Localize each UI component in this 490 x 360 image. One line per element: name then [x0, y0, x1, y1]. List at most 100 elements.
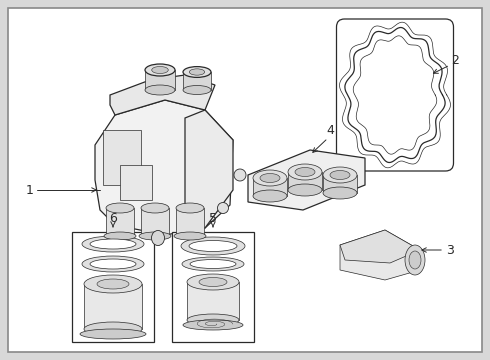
- Polygon shape: [110, 75, 215, 115]
- Point: [138, 309, 146, 315]
- Point: [116, 15, 123, 21]
- Point: [62, 54, 70, 59]
- Point: [430, 261, 438, 267]
- Point: [72, 73, 79, 78]
- Point: [67, 265, 75, 271]
- Point: [27, 305, 35, 310]
- Point: [188, 141, 196, 147]
- Point: [322, 309, 330, 315]
- FancyBboxPatch shape: [183, 72, 211, 90]
- Point: [347, 283, 355, 289]
- Point: [51, 93, 59, 99]
- Point: [348, 174, 356, 180]
- Point: [182, 266, 190, 272]
- Point: [80, 179, 88, 184]
- Point: [85, 166, 93, 172]
- Point: [268, 283, 275, 289]
- Point: [434, 229, 441, 234]
- Point: [383, 310, 391, 316]
- Point: [402, 321, 410, 327]
- Point: [86, 108, 94, 113]
- Point: [24, 19, 31, 25]
- Point: [77, 292, 85, 298]
- Point: [444, 19, 452, 25]
- Point: [237, 295, 245, 301]
- Point: [296, 323, 304, 329]
- Point: [386, 63, 394, 68]
- Point: [469, 162, 477, 168]
- Point: [406, 121, 414, 126]
- Ellipse shape: [295, 167, 315, 176]
- Point: [384, 330, 392, 336]
- Point: [384, 177, 392, 183]
- Point: [23, 307, 31, 313]
- Point: [134, 45, 142, 50]
- Point: [66, 180, 74, 185]
- Point: [147, 311, 155, 316]
- Point: [23, 79, 31, 85]
- Point: [162, 323, 170, 329]
- Point: [217, 292, 224, 298]
- Point: [356, 67, 364, 73]
- Point: [409, 176, 416, 182]
- Point: [40, 140, 48, 146]
- Point: [287, 27, 295, 33]
- Point: [26, 90, 34, 96]
- Point: [79, 133, 87, 139]
- Point: [202, 151, 210, 157]
- Point: [434, 30, 442, 35]
- Point: [403, 329, 411, 335]
- Point: [275, 148, 283, 153]
- Point: [13, 222, 21, 228]
- Point: [150, 47, 158, 53]
- Point: [357, 123, 365, 129]
- Point: [284, 222, 292, 228]
- Point: [311, 164, 319, 170]
- Point: [343, 229, 351, 235]
- Point: [54, 162, 62, 168]
- Point: [160, 290, 168, 296]
- Point: [455, 74, 463, 80]
- Point: [114, 52, 122, 58]
- Ellipse shape: [176, 203, 204, 213]
- Point: [356, 215, 364, 221]
- Point: [355, 16, 363, 22]
- Point: [159, 142, 167, 148]
- Point: [369, 206, 377, 212]
- Point: [30, 227, 38, 233]
- Point: [120, 146, 127, 152]
- FancyBboxPatch shape: [145, 70, 175, 90]
- Point: [177, 306, 185, 312]
- Point: [169, 192, 177, 198]
- Point: [291, 14, 299, 19]
- Point: [129, 277, 137, 283]
- Point: [191, 180, 198, 186]
- Point: [152, 94, 160, 100]
- Point: [459, 72, 466, 77]
- Point: [18, 329, 25, 335]
- Polygon shape: [340, 230, 420, 280]
- Point: [432, 111, 440, 116]
- Point: [227, 256, 235, 261]
- Point: [436, 156, 444, 161]
- Point: [433, 153, 441, 158]
- Point: [431, 337, 439, 342]
- Point: [69, 206, 77, 212]
- Ellipse shape: [152, 67, 168, 73]
- Point: [472, 143, 480, 149]
- Point: [128, 51, 136, 57]
- Point: [237, 165, 245, 171]
- Point: [220, 267, 228, 273]
- Point: [437, 233, 444, 238]
- Point: [115, 218, 123, 224]
- Point: [101, 305, 109, 311]
- Point: [68, 238, 75, 243]
- Point: [267, 306, 274, 312]
- Point: [357, 237, 365, 242]
- Point: [451, 117, 459, 123]
- Point: [451, 262, 459, 267]
- Point: [452, 308, 460, 314]
- Point: [390, 317, 398, 323]
- Point: [18, 22, 25, 28]
- Point: [72, 136, 79, 142]
